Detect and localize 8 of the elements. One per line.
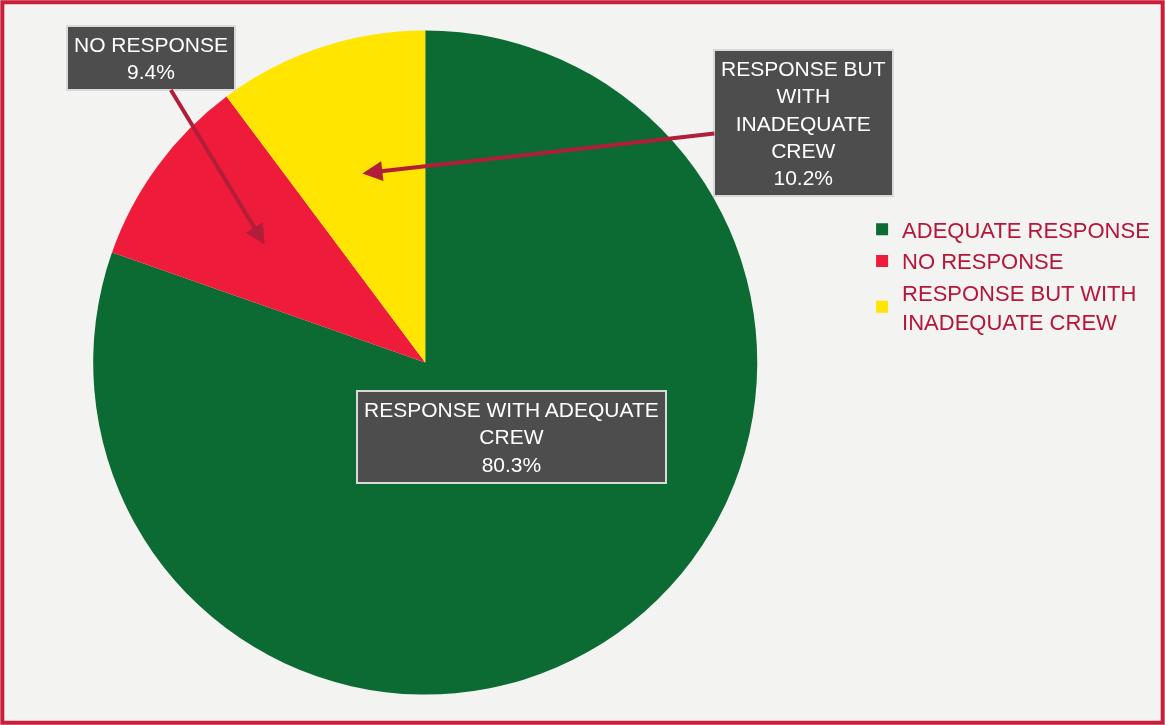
legend-label: ADEQUATE RESPONSE (902, 217, 1150, 243)
legend-label: RESPONSE BUT WITH INADEQUATE CREW (902, 281, 1137, 335)
data-label: RESPONSE WITH ADEQUATE CREW 80.3% (364, 398, 659, 476)
legend-label: NO RESPONSE (902, 249, 1064, 275)
data-label: RESPONSE BUT WITH INADEQUATE CREW 10.2% (721, 57, 886, 190)
pie-slice (111, 96, 426, 363)
pie-slice (226, 30, 426, 363)
data-label: NO RESPONSE 9.4% (74, 33, 229, 84)
